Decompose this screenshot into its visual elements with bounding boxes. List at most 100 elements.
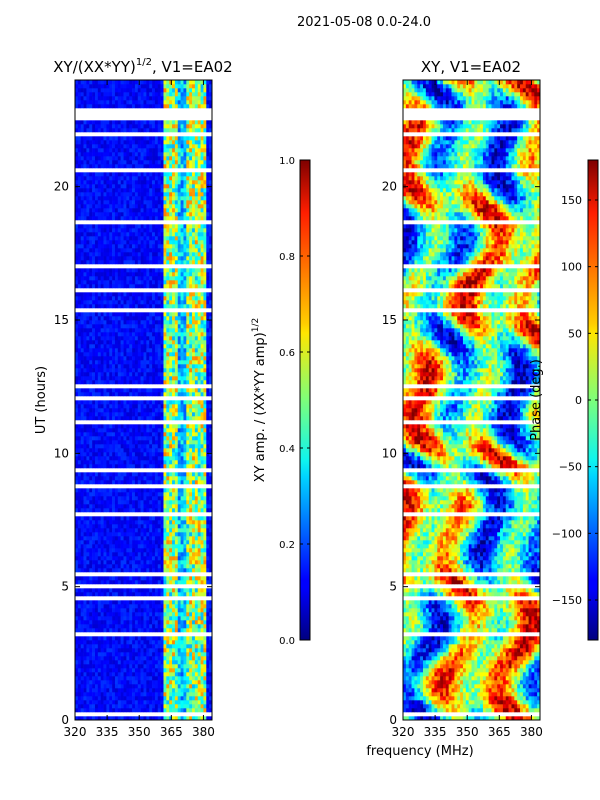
heatmap-cell	[134, 692, 139, 697]
heatmap-cell	[129, 556, 133, 561]
heatmap-cell	[177, 560, 181, 565]
heatmap-cell	[183, 296, 187, 301]
heatmap-cell	[92, 616, 96, 621]
heatmap-cell	[80, 716, 84, 720]
heatmap-cell	[203, 528, 207, 533]
heatmap-cell	[206, 348, 210, 353]
heatmap-cell	[117, 372, 121, 377]
heatmap-cell	[94, 576, 99, 581]
heatmap-cell	[149, 672, 153, 677]
heatmap-cell	[86, 592, 90, 597]
heatmap-cell	[83, 536, 87, 541]
heatmap-cell	[143, 520, 147, 525]
heatmap-cell	[140, 404, 144, 409]
heatmap-cell	[132, 412, 136, 417]
heatmap-cell	[126, 556, 130, 561]
heatmap-cell	[189, 568, 193, 573]
heatmap-cell	[140, 292, 144, 297]
heatmap-cell	[75, 404, 79, 409]
heatmap-cell	[194, 716, 199, 720]
heatmap-cell	[94, 608, 99, 613]
heatmap-cell	[114, 284, 119, 289]
heatmap-cell	[177, 516, 181, 521]
heatmap-cell	[77, 336, 81, 341]
heatmap-cell	[77, 652, 81, 657]
heatmap-cell	[154, 380, 159, 385]
heatmap-cell	[166, 496, 170, 501]
heatmap-cell	[180, 312, 184, 317]
heatmap-cell	[75, 324, 79, 329]
heatmap-cell	[186, 356, 190, 361]
heatmap-cell	[106, 652, 110, 657]
heatmap-cell	[120, 360, 124, 365]
heatmap-cell	[154, 252, 159, 257]
heatmap-cell	[157, 676, 161, 681]
heatmap-cell	[149, 700, 153, 705]
heatmap-cell	[143, 348, 147, 353]
heatmap-cell	[123, 480, 127, 485]
heatmap-cell	[180, 576, 184, 581]
heatmap-cell	[132, 552, 136, 557]
heatmap-cell	[109, 692, 113, 697]
heatmap-cell	[200, 648, 204, 653]
heatmap-cell	[100, 668, 104, 673]
heatmap-cell	[100, 352, 104, 357]
heatmap-cell	[172, 456, 176, 461]
heatmap-cell	[192, 424, 196, 429]
heatmap-cell	[80, 576, 84, 581]
heatmap-cell	[134, 404, 139, 409]
heatmap-cell	[126, 360, 130, 365]
heatmap-cell	[174, 492, 179, 497]
heatmap-cell	[126, 444, 130, 449]
heatmap-cell	[186, 400, 190, 405]
heatmap-cell	[203, 428, 207, 433]
heatmap-cell	[123, 316, 127, 321]
heatmap-cell	[160, 432, 164, 437]
heatmap-cell	[209, 392, 212, 397]
heatmap-cell	[117, 320, 121, 325]
heatmap-cell	[109, 500, 113, 505]
heatmap-cell	[166, 524, 170, 529]
heatmap-cell	[92, 688, 96, 693]
heatmap-cell	[117, 380, 121, 385]
heatmap-cell	[186, 488, 190, 493]
heatmap-cell	[154, 364, 159, 369]
heatmap-cell	[80, 608, 84, 613]
heatmap-cell	[117, 300, 121, 305]
heatmap-cell	[83, 576, 87, 581]
heatmap-cell	[180, 348, 184, 353]
heatmap-cell	[186, 508, 190, 513]
heatmap-cell	[129, 536, 133, 541]
heatmap-cell	[129, 352, 133, 357]
heatmap-cell	[106, 436, 110, 441]
heatmap-cell	[86, 252, 90, 257]
heatmap-cell	[114, 320, 119, 325]
heatmap-cell	[192, 332, 196, 337]
heatmap-cell	[160, 588, 164, 593]
heatmap-cell	[132, 476, 136, 481]
heatmap-cell	[180, 272, 184, 277]
heatmap-cell	[192, 464, 196, 469]
heatmap-cell	[166, 548, 170, 553]
heatmap-cell	[83, 716, 87, 720]
heatmap-cell	[146, 536, 150, 541]
heatmap-cell	[166, 616, 170, 621]
heatmap-cell	[154, 432, 159, 437]
heatmap-cell	[126, 392, 130, 397]
heatmap-cell	[189, 576, 193, 581]
heatmap-cell	[206, 436, 210, 441]
heatmap-cell	[183, 280, 187, 285]
heatmap-cell	[209, 544, 212, 549]
heatmap-cell	[117, 624, 121, 629]
heatmap-cell	[160, 440, 164, 445]
heatmap-cell	[149, 624, 153, 629]
heatmap-cell	[203, 432, 207, 437]
heatmap-cell	[149, 640, 153, 645]
heatmap-cell	[149, 492, 153, 497]
heatmap-cell	[163, 592, 167, 597]
heatmap-cell	[200, 372, 204, 377]
heatmap-cell	[137, 540, 141, 545]
heatmap-cell	[152, 472, 156, 477]
heatmap-cell	[157, 704, 161, 709]
heatmap-cell	[92, 696, 96, 701]
